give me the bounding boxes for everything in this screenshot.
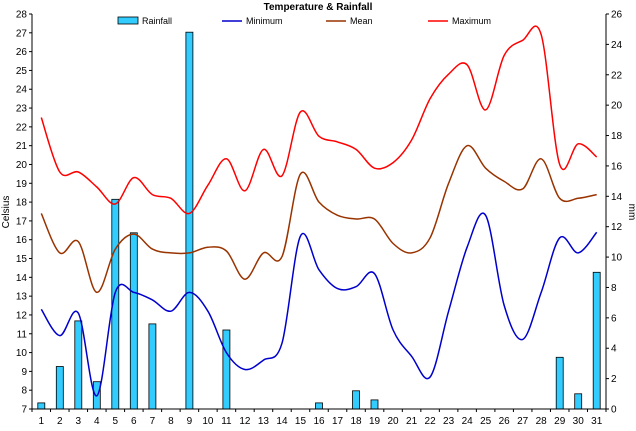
temperature-lines (40, 25, 598, 397)
x-tick-label: 28 (536, 416, 548, 427)
y-left-tick-label: 17 (16, 216, 28, 227)
y-right-tick-label: 16 (611, 161, 623, 172)
y-left-tick-label: 28 (16, 10, 28, 21)
x-tick-label: 14 (276, 416, 288, 427)
y-left-tick-label: 23 (16, 104, 28, 115)
y-left-tick-label: 10 (16, 348, 28, 359)
x-tick-label: 22 (425, 416, 437, 427)
x-tick-label: 11 (221, 416, 232, 427)
x-tick-label: 23 (443, 416, 455, 427)
x-tick-label: 18 (350, 416, 362, 427)
y-left-tick-label: 13 (16, 292, 28, 303)
x-tick-label: 16 (313, 416, 325, 427)
rainfall-bar-day-7 (148, 323, 157, 410)
y-left-tick-label: 22 (16, 122, 28, 133)
x-tick-label: 27 (517, 416, 529, 427)
x-tick-label: 4 (94, 416, 100, 427)
rainfall-bar-day-19 (370, 399, 379, 410)
x-tick-label: 9 (187, 416, 193, 427)
x-tick-label: 30 (573, 416, 585, 427)
legend-label-mean: Mean (350, 16, 373, 26)
x-tick-label: 25 (480, 416, 492, 427)
rainfall-bar-day-1 (37, 402, 46, 410)
y-left-tick-label: 12 (16, 310, 28, 321)
y-left-tick-label: 26 (16, 47, 28, 58)
legend-label-minimum: Minimum (246, 16, 283, 26)
y-left-tick-label: 25 (16, 66, 28, 77)
x-tick-label: 13 (258, 416, 270, 427)
x-tick-label: 6 (131, 416, 137, 427)
x-tick-label: 17 (332, 416, 344, 427)
y-right-tick-label: 8 (611, 283, 617, 294)
x-tick-label: 7 (150, 416, 156, 427)
y-left-tick-label: 20 (16, 160, 28, 171)
line-maximum (40, 25, 598, 215)
y-right-tick-label: 22 (611, 70, 623, 81)
y-right-tick-label: 2 (611, 374, 617, 385)
x-tick-label: 15 (295, 416, 307, 427)
y-right-tick-label: 12 (611, 222, 623, 233)
y-left-tick-label: 21 (16, 141, 28, 152)
y-axis-right-label: mm (626, 204, 636, 221)
rainfall-bar-day-16 (315, 402, 323, 410)
y-right-tick-label: 14 (611, 192, 623, 203)
y-left-tick-label: 16 (16, 235, 28, 246)
y-right-tick-label: 6 (611, 313, 617, 324)
x-tick-label: 26 (499, 416, 511, 427)
legend: Rainfall Minimum Mean Maximum (117, 16, 491, 26)
y-left-tick-label: 19 (16, 179, 28, 190)
x-tick-label: 20 (388, 416, 400, 427)
legend-label-maximum: Maximum (452, 16, 491, 26)
y-right-tick-label: 0 (611, 405, 617, 416)
x-tick-label: 12 (239, 416, 251, 427)
axes: 7891011121314151617181920212223242526272… (16, 10, 623, 428)
y-right-tick-label: 24 (611, 40, 623, 51)
chart-title: Temperature & Rainfall (264, 2, 373, 13)
rainfall-bar-day-11 (222, 329, 231, 410)
y-left-tick-label: 11 (17, 329, 28, 340)
y-left-tick-label: 15 (16, 254, 28, 265)
x-tick-label: 31 (591, 416, 603, 427)
y-left-tick-label: 14 (16, 273, 28, 284)
y-left-tick-label: 27 (16, 28, 28, 39)
y-right-tick-label: 10 (611, 253, 623, 264)
rainfall-bar-day-30 (574, 393, 583, 410)
line-mean (40, 144, 597, 294)
y-right-tick-label: 20 (611, 101, 623, 112)
legend-swatch-rainfall (117, 16, 139, 25)
x-tick-label: 24 (462, 416, 474, 427)
y-left-tick-label: 9 (21, 367, 27, 378)
x-tick-label: 2 (57, 416, 63, 427)
y-right-tick-label: 26 (611, 10, 623, 21)
y-left-tick-label: 8 (21, 386, 27, 397)
x-tick-label: 29 (554, 416, 566, 427)
y-left-tick-label: 24 (16, 85, 28, 96)
rainfall-bar-day-3 (74, 320, 83, 410)
x-tick-label: 21 (406, 416, 418, 427)
x-tick-label: 19 (369, 416, 381, 427)
rainfall-bar-day-31 (592, 271, 601, 410)
rainfall-bar-day-9 (185, 31, 194, 410)
x-tick-label: 1 (38, 416, 44, 427)
legend-label-rainfall: Rainfall (142, 16, 172, 26)
x-tick-label: 10 (202, 416, 214, 427)
y-right-tick-label: 4 (611, 344, 617, 355)
rainfall-bar-day-2 (55, 366, 64, 410)
rainfall-bar-day-29 (555, 356, 564, 410)
y-left-tick-label: 7 (21, 405, 27, 416)
line-minimum (40, 212, 598, 397)
x-tick-label: 5 (113, 416, 119, 427)
y-left-tick-label: 18 (16, 198, 28, 209)
x-tick-label: 3 (76, 416, 82, 427)
rainfall-bar-day-6 (129, 232, 138, 410)
y-axis-left-label: Celsius (1, 196, 12, 229)
rainfall-bar-day-18 (352, 390, 360, 410)
x-tick-label: 8 (168, 416, 174, 427)
y-right-tick-label: 18 (611, 131, 623, 142)
